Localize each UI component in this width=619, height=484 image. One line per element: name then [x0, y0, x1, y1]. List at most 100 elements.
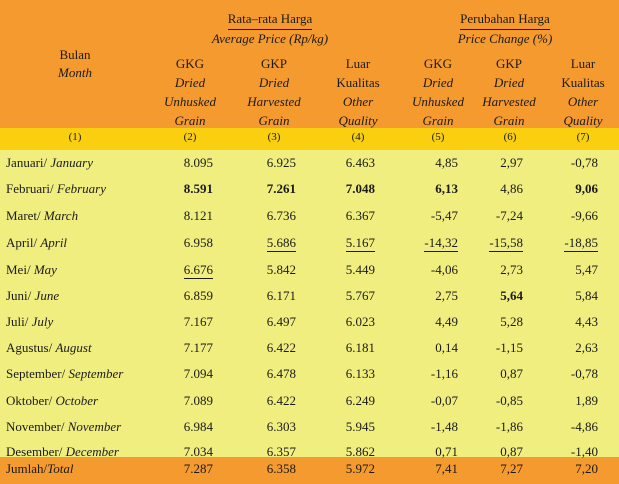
month-cell: Juni/ June [6, 288, 59, 304]
value-cell: 7,20 [575, 461, 598, 476]
month-cell: Desember/ December [6, 444, 119, 460]
value-cell: 2,63 [575, 340, 598, 355]
month-name-id: Maret/ [6, 208, 44, 223]
average-price-group-en: Average Price (Rp/kg) [211, 31, 329, 46]
value-cell: 5.449 [345, 262, 375, 277]
month-header-en: Month [58, 65, 92, 80]
col-header-luar-change: Luar Kualitas Other Quality [561, 56, 605, 128]
value-cell: 6.958 [183, 235, 213, 250]
month-name-en: June [34, 288, 60, 303]
month-name-en: October [55, 393, 99, 408]
value-cell: 4,85 [435, 155, 458, 170]
value-cell: 9,06 [575, 181, 598, 196]
value-cell: 6.249 [345, 393, 375, 408]
value-cell: -15,58 [489, 235, 523, 252]
col-index: (6) [503, 131, 517, 143]
value-cell: 6.171 [266, 288, 296, 303]
table-row: Oktober/ October 7.089 6.422 6.249 -0,07 -0,8… [0, 389, 619, 415]
value-cell: 6.463 [345, 155, 375, 170]
value-cell: 0,14 [435, 340, 458, 355]
month-cell: November/ November [6, 419, 121, 435]
price-change-group-id: Perubahan Harga [460, 10, 550, 30]
month-name-id: Juli/ [6, 314, 32, 329]
month-cell: Maret/ March [6, 208, 78, 224]
month-name-en: April [40, 235, 68, 250]
table-footer [0, 457, 619, 484]
value-cell: 5.167 [345, 235, 375, 252]
month-name-en: August [55, 340, 92, 355]
value-cell: 6.133 [345, 366, 375, 381]
value-cell: 6.984 [183, 419, 213, 434]
month-cell: Jumlah/Total [6, 461, 73, 477]
col-index: (1) [68, 131, 82, 143]
value-cell: 8.121 [183, 208, 213, 223]
value-cell: 6.925 [266, 155, 296, 170]
value-cell: 2,73 [500, 262, 523, 277]
value-cell: 7.167 [183, 314, 213, 329]
month-name-id: Desember/ [6, 444, 66, 459]
value-cell: 7.287 [183, 461, 213, 476]
value-cell: 5.767 [345, 288, 375, 303]
value-cell: -18,85 [564, 235, 598, 252]
value-cell: 2,97 [500, 155, 523, 170]
value-cell: 0,71 [435, 444, 458, 459]
table-row: Mei/ May 6.676 5.842 5.449 -4,06 2,73 5,47 [0, 258, 619, 284]
value-cell: 6,13 [435, 181, 458, 196]
value-cell: 7.094 [183, 366, 213, 381]
col-header-luar-price: Luar Kualitas Other Quality [336, 56, 380, 128]
value-cell: 4,86 [500, 181, 523, 196]
table-row: Juli/ July 7.167 6.497 6.023 4,49 5,28 4,43 [0, 310, 619, 336]
value-cell: 0,87 [500, 366, 523, 381]
month-name-id: Agustus/ [6, 340, 56, 355]
value-cell: 5.972 [345, 461, 375, 476]
month-cell: Oktober/ October [6, 393, 98, 409]
month-name-en: July [31, 314, 54, 329]
value-cell: 6.023 [345, 314, 375, 329]
value-cell: 6.181 [345, 340, 375, 355]
table-row: April/ April 6.958 5.686 5.167 -14,32 -15,58 -… [0, 231, 619, 257]
value-cell: 4,49 [435, 314, 458, 329]
table-row: Agustus/ August 7.177 6.422 6.181 0,14 -1,15 2… [0, 336, 619, 362]
month-name-id: September/ [6, 366, 69, 381]
col-index: (2) [183, 131, 197, 143]
month-name-id: Februari/ [6, 181, 57, 196]
value-cell: 6.676 [183, 262, 213, 279]
value-cell: 7.048 [345, 181, 375, 196]
average-price-group-id: Rata–rata Harga [227, 10, 313, 30]
month-name-id: November/ [6, 419, 68, 434]
month-cell: September/ September [6, 366, 123, 382]
col-index: (5) [431, 131, 445, 143]
total-row: Jumlah/Total 7.287 6.358 5.972 7,41 7,27 7,20 [0, 457, 619, 483]
value-cell: 7,27 [500, 461, 523, 476]
value-cell: 5,28 [500, 314, 523, 329]
month-header: Bulan Month [40, 46, 110, 82]
value-cell: 0,87 [500, 444, 523, 459]
month-name-id: April/ [6, 235, 41, 250]
col-header-gkp-change: GKP Dried Harvested Grain [482, 56, 536, 128]
col-index: (4) [351, 131, 365, 143]
value-cell: 5.686 [266, 235, 296, 252]
price-change-group-header: Perubahan Harga Price Change (%) [400, 10, 610, 48]
value-cell: 5.862 [345, 444, 375, 459]
month-name-en: Total [47, 461, 74, 476]
value-cell: 5.842 [266, 262, 296, 277]
table-row: September/ September 7.094 6.478 6.133 -1,16… [0, 362, 619, 388]
month-name-en: February [56, 181, 107, 196]
table-body [0, 150, 619, 457]
value-cell: 6.859 [183, 288, 213, 303]
month-name-en: May [33, 262, 57, 277]
price-change-group-en: Price Change (%) [457, 31, 553, 46]
value-cell: 4,43 [575, 314, 598, 329]
value-cell: 7.177 [183, 340, 213, 355]
value-cell: 5,64 [500, 288, 523, 303]
month-name-id: Juni/ [6, 288, 35, 303]
month-cell: Agustus/ August [6, 340, 92, 356]
value-cell: 6.367 [345, 208, 375, 223]
value-cell: 1,89 [575, 393, 598, 408]
col-header-gkp-price: GKP Dried Harvested Grain [247, 56, 301, 128]
value-cell: 5.945 [345, 419, 375, 434]
value-cell: -0,78 [570, 366, 598, 381]
col-index: (3) [267, 131, 281, 143]
value-cell: 6.358 [266, 461, 296, 476]
